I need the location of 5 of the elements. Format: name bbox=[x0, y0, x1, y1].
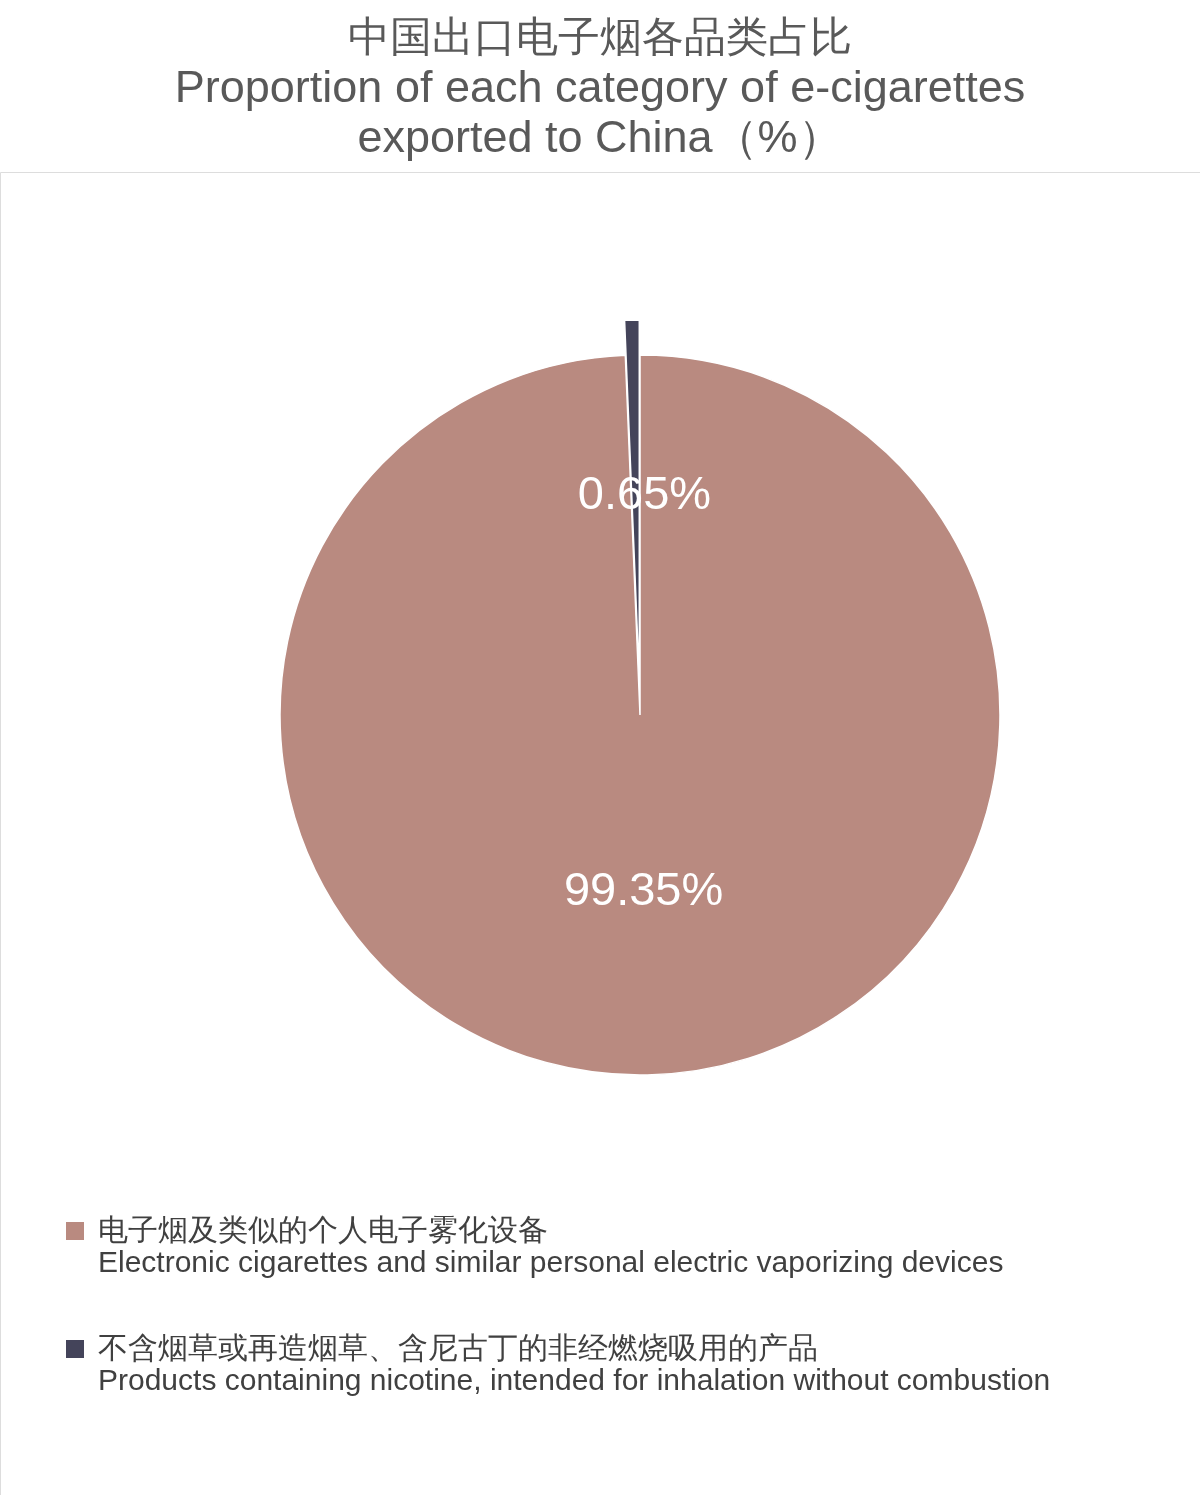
chart-subtitle: Proportion of each category of e-cigarettes exported to China（%） bbox=[174, 61, 1026, 162]
legend-label: 不含烟草或再造烟草、含尼古丁的非经燃烧吸用的产品 Products containing nicotine, intended for inhalation without combustion bbox=[98, 1331, 1051, 1396]
chart-title: 中国出口电子烟各品类占比 bbox=[348, 13, 852, 60]
data-label: 99.35% bbox=[563, 862, 724, 916]
legend-label: 电子烟及类似的个人电子雾化设备 Electronic cigarettes and similar personal electric vaporizing devices bbox=[98, 1213, 1004, 1278]
